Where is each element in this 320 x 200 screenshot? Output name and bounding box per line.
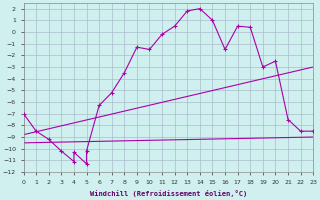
- X-axis label: Windchill (Refroidissement éolien,°C): Windchill (Refroidissement éolien,°C): [90, 190, 247, 197]
